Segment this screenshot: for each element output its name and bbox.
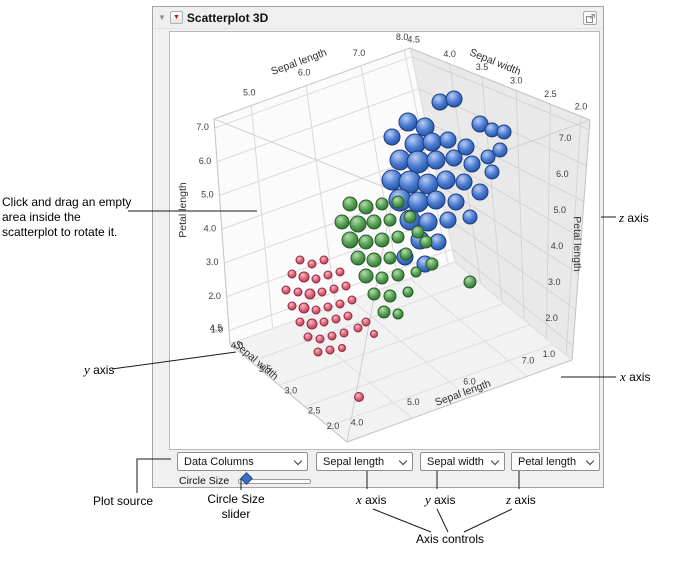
circle-size-label: Circle Size: [179, 475, 230, 487]
svg-text:6.0: 6.0: [298, 68, 311, 78]
scatterplot-3d-canvas[interactable]: 5.0 6.0 7.0 8.0 Sepal length 4.5 4.0 3.5 3.0 2.5 2…: [169, 31, 600, 450]
svg-text:3.5: 3.5: [259, 364, 272, 374]
annotation-axis-controls: Axis controls: [416, 532, 485, 546]
svg-text:Petal length: Petal length: [571, 216, 583, 272]
disclosure-triangle-icon[interactable]: ▼: [158, 12, 166, 22]
data-columns-value: Data Columns: [184, 455, 254, 468]
svg-text:5.0: 5.0: [201, 190, 214, 200]
svg-text:4.0: 4.0: [231, 341, 244, 351]
svg-text:7.0: 7.0: [522, 355, 535, 365]
red-triangle-menu-button[interactable]: ▼: [169, 11, 183, 24]
cs-line2: slider: [221, 507, 251, 521]
z-axis-dropdown[interactable]: Petal length: [511, 452, 600, 471]
x-word: axis: [629, 370, 651, 384]
svg-text:3.0: 3.0: [548, 277, 561, 287]
svg-text:4.0: 4.0: [204, 223, 217, 233]
svg-text:5.0: 5.0: [553, 205, 566, 215]
svg-text:4.5: 4.5: [210, 323, 223, 333]
annotation-plot-source: Plot source: [93, 494, 154, 508]
svg-text:Petal length: Petal length: [177, 182, 189, 238]
svg-text:2.0: 2.0: [208, 291, 221, 301]
svg-text:1.0: 1.0: [211, 325, 224, 335]
svg-text:7.0: 7.0: [196, 122, 209, 132]
svg-text:3.0: 3.0: [285, 386, 298, 396]
x-var: x: [620, 369, 626, 384]
annotation-z-axis-right: z axis: [619, 210, 649, 226]
y-word: axis: [93, 363, 115, 377]
chevron-down-icon: [398, 456, 408, 465]
y-axis-dropdown[interactable]: Sepal width: [420, 452, 505, 471]
svg-text:8.0: 8.0: [396, 32, 409, 42]
svg-text:4.0: 4.0: [351, 418, 364, 428]
svg-text:6.0: 6.0: [199, 156, 212, 166]
x-axis-dropdown[interactable]: Sepal length: [316, 452, 413, 471]
svg-text:2.5: 2.5: [308, 405, 321, 415]
z-var: z: [506, 492, 512, 507]
line-axis-controls-1: [372, 508, 432, 533]
open-window-icon: [585, 13, 595, 23]
z-axis-value: Petal length: [518, 455, 577, 468]
annotation-circle-size-slider: Circle Size slider: [204, 492, 268, 522]
annotation-x-axis-right: x axis: [620, 369, 650, 385]
svg-text:2.0: 2.0: [545, 313, 558, 323]
svg-text:6.0: 6.0: [463, 377, 476, 387]
svg-text:7.0: 7.0: [353, 48, 366, 58]
chevron-down-icon: [585, 456, 595, 465]
svg-text:4.5: 4.5: [407, 34, 420, 44]
chevron-down-icon: [293, 456, 303, 465]
line-axis-controls-3: [463, 508, 513, 533]
y-word: axis: [434, 493, 456, 507]
annotation-rotate-hint: Click and drag an empty area inside the …: [2, 195, 132, 240]
x-axis-value: Sepal length: [323, 455, 385, 468]
svg-text:4.0: 4.0: [551, 241, 564, 251]
data-columns-dropdown[interactable]: Data Columns: [177, 452, 308, 471]
svg-text:7.0: 7.0: [559, 133, 572, 143]
red-triangle-icon: ▼: [172, 13, 180, 21]
svg-text:2.0: 2.0: [327, 421, 340, 431]
z-var: z: [619, 210, 625, 225]
svg-text:1.0: 1.0: [543, 349, 556, 359]
x-word: axis: [365, 493, 387, 507]
scatterplot-3d-window: ▼ ▼ Scatterplot 3D 5.0 6.0 7.0 8.0 Sepal len…: [152, 6, 604, 488]
annotation-y-axis-under: y axis: [425, 492, 455, 508]
cs-line1: Circle Size: [207, 492, 265, 506]
svg-text:6.0: 6.0: [556, 169, 569, 179]
y-axis-value: Sepal width: [427, 455, 484, 468]
svg-text:2.5: 2.5: [544, 89, 557, 99]
circle-size-slider[interactable]: [238, 479, 311, 484]
z-word: axis: [514, 493, 536, 507]
svg-text:5.0: 5.0: [243, 88, 256, 98]
svg-text:3.0: 3.0: [510, 75, 523, 85]
y-var: y: [425, 492, 431, 507]
svg-text:2.0: 2.0: [575, 101, 588, 111]
corner-button[interactable]: [583, 11, 597, 25]
line-axis-controls-2: [436, 508, 449, 533]
annotation-z-axis-under: z axis: [506, 492, 536, 508]
x-var: x: [356, 492, 362, 507]
z-word: axis: [627, 211, 649, 225]
annotation-x-axis-under: x axis: [356, 492, 386, 508]
svg-text:3.5: 3.5: [476, 62, 489, 72]
y-var: y: [84, 362, 90, 377]
window-title: Scatterplot 3D: [186, 10, 269, 25]
chevron-down-icon: [490, 456, 500, 465]
svg-text:5.0: 5.0: [407, 397, 420, 407]
title-bar: ▼ ▼ Scatterplot 3D: [153, 7, 603, 29]
annotation-y-axis-left: y axis: [84, 362, 114, 378]
svg-text:4.0: 4.0: [443, 49, 456, 59]
svg-text:3.0: 3.0: [206, 257, 219, 267]
